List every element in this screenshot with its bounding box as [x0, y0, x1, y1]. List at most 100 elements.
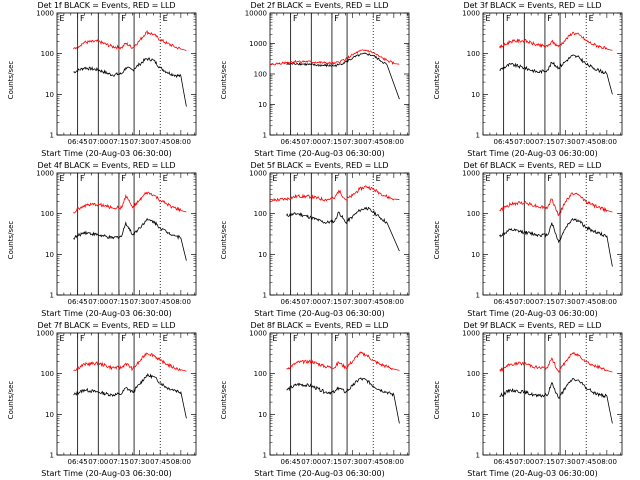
- chart-panel: Det 5f BLACK = Events, RED = LLD Start Ti…: [213, 160, 426, 320]
- y-tick-label: 1: [263, 452, 267, 460]
- x-tick-label: 07:00: [514, 458, 534, 466]
- x-tick-label: 07:00: [301, 458, 321, 466]
- series-lld-line: [286, 351, 400, 371]
- y-tick-label: 1000: [36, 10, 54, 18]
- x-tick-label: 07:45: [150, 298, 170, 306]
- y-tick-label: 100: [467, 210, 480, 218]
- x-tick-label: 07:15: [109, 298, 129, 306]
- plot-frame: [482, 12, 623, 136]
- series-events-line: [73, 217, 187, 261]
- x-tick-label: 07:00: [514, 138, 534, 146]
- interval-label: E: [376, 334, 381, 343]
- interval-label: E: [272, 334, 277, 343]
- y-tick-label: 100: [41, 370, 54, 378]
- series-events-line: [73, 57, 187, 107]
- x-tick-label: 07:00: [301, 138, 321, 146]
- x-tick-label: 06:45: [68, 138, 88, 146]
- y-tick-label: 100: [467, 50, 480, 58]
- y-tick-label: 10: [258, 251, 267, 259]
- interval-label: E: [376, 14, 381, 23]
- plot-frame: [269, 172, 410, 296]
- x-tick-label: 07:45: [150, 458, 170, 466]
- interval-label: E: [485, 14, 490, 23]
- interval-label: E: [376, 174, 381, 183]
- plot-frame: [56, 332, 197, 456]
- x-tick-label: 07:45: [576, 298, 596, 306]
- y-tick-label: 1: [50, 292, 54, 300]
- y-tick-label: 100: [254, 210, 267, 218]
- series-events-line: [286, 52, 400, 100]
- interval-label: E: [589, 174, 594, 183]
- chart-plot: 1 10 100 1000 06:45 07:00 07:15 07:30 07:45 08:00…: [249, 330, 410, 466]
- x-tick-label: 07:45: [150, 138, 170, 146]
- x-tick-label: 07:30: [129, 298, 149, 306]
- x-tick-label: 07:45: [363, 138, 383, 146]
- y-tick-label: 1: [263, 132, 267, 140]
- x-tick-label: 07:00: [301, 298, 321, 306]
- x-tick-label: 06:45: [494, 458, 514, 466]
- y-tick-label: 10: [471, 91, 480, 99]
- x-tick-label: 08:00: [384, 138, 404, 146]
- x-tick-label: 08:00: [384, 458, 404, 466]
- interval-label: F: [334, 14, 339, 23]
- y-tick-label: 1: [476, 452, 480, 460]
- x-tick-label: 07:15: [109, 138, 129, 146]
- series-lld-line: [499, 192, 613, 217]
- x-tick-label: 07:15: [322, 138, 342, 146]
- interval-label: E: [163, 174, 168, 183]
- x-tick-label: 06:45: [494, 138, 514, 146]
- chart-title: Det 1f BLACK = Events, RED = LLD: [37, 1, 176, 10]
- y-tick-label: 100: [41, 50, 54, 58]
- chart-title: Det 9f BLACK = Events, RED = LLD: [463, 321, 602, 330]
- x-tick-label: 08:00: [171, 138, 191, 146]
- chart-plot: 1 10 100 1000 06:45 07:00 07:15 07:30 07:45 08:00…: [462, 10, 623, 146]
- chart-title: Det 4f BLACK = Events, RED = LLD: [37, 161, 176, 170]
- chart-panel: Det 3f BLACK = Events, RED = LLD Start Ti…: [426, 0, 639, 160]
- x-tick-label: 08:00: [597, 138, 617, 146]
- chart-plot: 1 10 100 1000 06:45 07:00 07:15 07:30 07:45 08:00…: [36, 10, 197, 146]
- chart-title: Det 3f BLACK = Events, RED = LLD: [463, 1, 602, 10]
- y-tick-label: 1000: [36, 170, 54, 178]
- y-tick-label: 10: [258, 411, 267, 419]
- chart-panel: Det 1f BLACK = Events, RED = LLD Start Ti…: [0, 0, 213, 160]
- chart-title: Det 2f BLACK = Events, RED = LLD: [250, 1, 389, 10]
- x-tick-label: 08:00: [597, 298, 617, 306]
- x-axis-label: Start Time (20-Aug-03 06:30:00): [467, 309, 598, 318]
- y-tick-label: 10: [45, 411, 54, 419]
- x-tick-label: 07:30: [555, 138, 575, 146]
- x-tick-label: 07:30: [342, 298, 362, 306]
- series-lld-line: [73, 352, 187, 372]
- x-tick-label: 06:45: [68, 458, 88, 466]
- chart-panel: Det 6f BLACK = Events, RED = LLD Start Ti…: [426, 160, 639, 320]
- interval-label: E: [485, 334, 490, 343]
- y-tick-label: 10: [258, 101, 267, 109]
- interval-label: E: [163, 14, 168, 23]
- y-tick-label: 10: [45, 251, 54, 259]
- x-axis-label: Start Time (20-Aug-03 06:30:00): [467, 149, 598, 158]
- series-events-line: [286, 377, 400, 424]
- y-tick-label: 1000: [462, 170, 480, 178]
- chart-panel: Det 8f BLACK = Events, RED = LLD Start Ti…: [213, 320, 426, 480]
- y-tick-label: 1000: [462, 330, 480, 338]
- series-lld-line: [269, 49, 400, 66]
- plot-frame: [56, 12, 197, 136]
- interval-label: F: [121, 334, 126, 343]
- interval-label: F: [121, 174, 126, 183]
- series-lld-line: [73, 30, 187, 51]
- y-tick-label: 100: [254, 370, 267, 378]
- x-axis-label: Start Time (20-Aug-03 06:30:00): [254, 149, 385, 158]
- chart-plot: 1 10 100 1000 06:45 07:00 07:15 07:30 07:45 08:00…: [36, 330, 197, 466]
- x-axis-label: Start Time (20-Aug-03 06:30:00): [467, 469, 598, 478]
- x-axis-label: Start Time (20-Aug-03 06:30:00): [254, 469, 385, 478]
- y-tick-label: 1: [263, 292, 267, 300]
- chart-title: Det 6f BLACK = Events, RED = LLD: [463, 161, 602, 170]
- x-tick-label: 07:15: [535, 298, 555, 306]
- interval-label: F: [121, 14, 126, 23]
- y-tick-label: 100: [254, 71, 267, 79]
- x-tick-label: 06:45: [281, 458, 301, 466]
- series-lld-line: [73, 191, 187, 214]
- x-tick-label: 08:00: [384, 298, 404, 306]
- x-tick-label: 07:30: [129, 138, 149, 146]
- series-events-line: [73, 373, 187, 419]
- series-lld-line: [269, 185, 400, 202]
